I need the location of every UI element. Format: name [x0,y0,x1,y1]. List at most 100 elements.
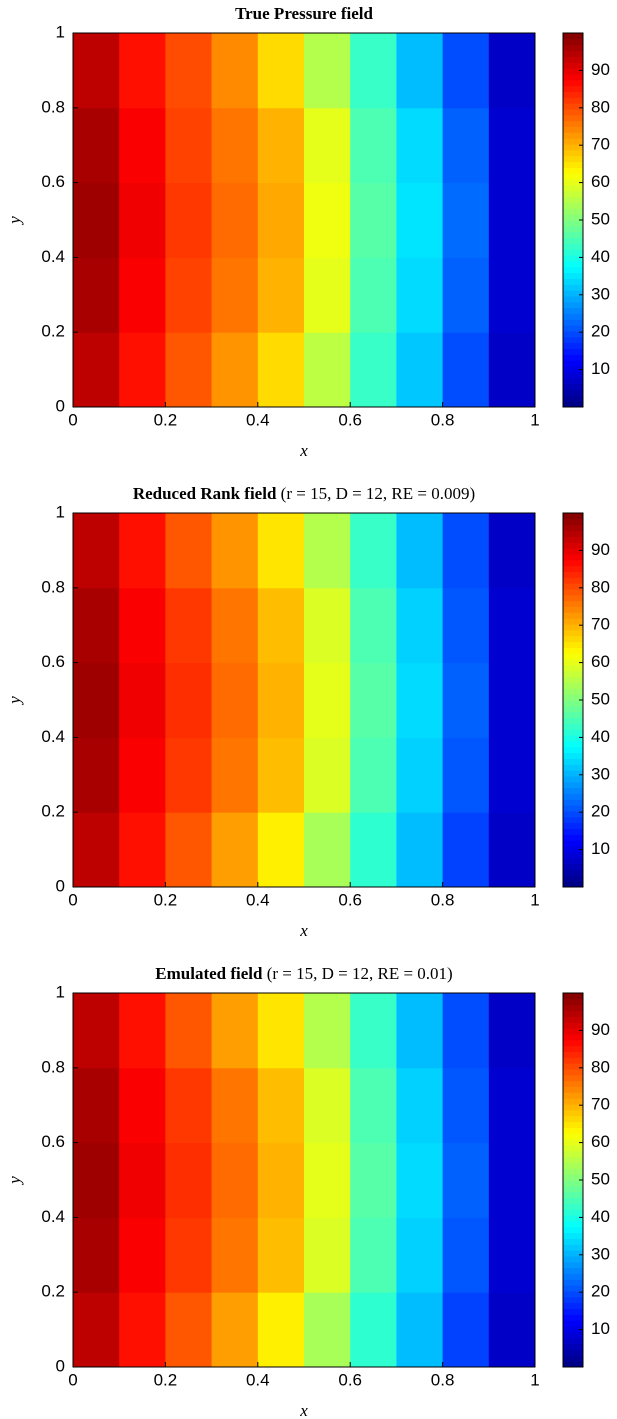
heat-cell [119,1142,166,1218]
colorbar-step [563,184,583,192]
colorbar-step [563,869,583,876]
colorbar-step [563,225,583,233]
colorbar-step [563,360,583,367]
colorbar-step [563,571,583,578]
title-main: True Pressure field [235,4,373,23]
colorbar-step [563,1039,583,1047]
x-axis-label: x [299,921,308,940]
colorbar-step [563,1063,583,1070]
colorbar-step [563,108,583,116]
colorbar-step [563,729,583,736]
colorbar-step [563,1098,583,1105]
colorbar-step [563,260,583,268]
colorbar-step [563,513,583,520]
colorbar-step [563,1261,583,1269]
colorbar-step [563,577,583,584]
title-params: (r = 15, D = 12, RE = 0.009) [281,484,476,503]
colorbar-tick-label: 90 [591,540,610,559]
heat-cell [442,812,490,888]
colorbar-step [563,1144,583,1152]
x-tick-label: 0 [68,890,77,909]
heat-cell [350,993,397,1069]
heat-cell [442,993,490,1069]
colorbar-step [563,44,583,52]
heat-cell [350,257,397,333]
heat-cell [396,1217,444,1293]
heat-cell [73,1067,120,1144]
heat-cell [350,737,397,813]
colorbar-step [563,272,583,279]
colorbar-step [563,389,583,396]
colorbar-step [563,1080,583,1087]
heat-cell [396,257,444,333]
x-tick-label: 0.2 [154,1370,178,1389]
colorbar-step [563,1127,583,1134]
colorbar-step [563,881,583,888]
plot-frame [72,32,536,408]
colorbar-step [563,1185,583,1193]
colorbar-step [563,542,583,549]
colorbar-step [563,354,583,361]
heat-cell [73,332,120,408]
colorbar-tick-label: 30 [591,764,610,783]
colorbar-step [563,38,583,46]
colorbar-step [563,103,583,110]
colorbar-step [563,1232,583,1239]
colorbar-step [563,653,583,660]
heat-cell [211,1292,259,1368]
y-tick-label: 0.8 [41,1057,65,1076]
chart-title: Reduced Rank field (r = 15, D = 12, RE =… [133,484,475,503]
colorbar-step [563,1203,583,1210]
colorbar-step [563,1139,583,1146]
colorbar-step [563,173,583,180]
colorbar-step [563,97,583,104]
colorbar-step [563,1361,583,1368]
colorbar-step [563,1133,583,1140]
colorbar-step [563,255,583,262]
y-tick-label: 0 [56,396,65,415]
colorbar-step [563,1121,583,1128]
colorbar-tick-label: 80 [591,97,610,116]
colorbar-step [563,1115,583,1123]
heat-cell [257,33,305,109]
x-tick-label: 1 [530,1370,539,1389]
colorbar-step [563,822,583,830]
heat-cell [165,737,213,813]
heat-cell [73,1142,120,1218]
heat-cell [119,1292,166,1368]
colorbar-step [563,1238,583,1245]
x-tick-label: 0.4 [246,1370,270,1389]
colorbar-tick-label: 20 [591,1282,610,1301]
colorbar-step [563,700,583,707]
y-tick-label: 0.6 [41,172,65,191]
x-tick-label: 0.6 [338,410,362,429]
x-tick-label: 1 [530,890,539,909]
heat-cell [73,812,120,888]
colorbar-step [563,155,583,163]
colorbar-tick-label: 50 [591,1169,610,1188]
heat-cell [488,107,536,184]
heat-cell [304,812,351,888]
colorbar-step [563,1180,583,1187]
heat-cell [396,1142,444,1218]
heat-cell [165,107,213,184]
colorbar-tick-label: 70 [591,615,610,634]
heat-cell [304,993,351,1069]
colorbar-step [563,208,583,215]
heat-cell [304,257,351,333]
colorbar-step [563,711,583,719]
colorbar-step [563,606,583,613]
heat-cell [211,812,259,888]
colorbar-tick-label: 30 [591,1244,610,1263]
colorbar-step [563,138,583,145]
heat-cell [304,1067,351,1144]
y-tick-label: 1 [56,502,65,521]
heat-cell [211,107,259,184]
heat-cell [488,587,536,664]
colorbar-step [563,618,583,625]
heat-cell [165,33,213,109]
heat-cell [165,1217,213,1293]
colorbar-step [563,1150,583,1158]
colorbar-step [563,73,583,81]
